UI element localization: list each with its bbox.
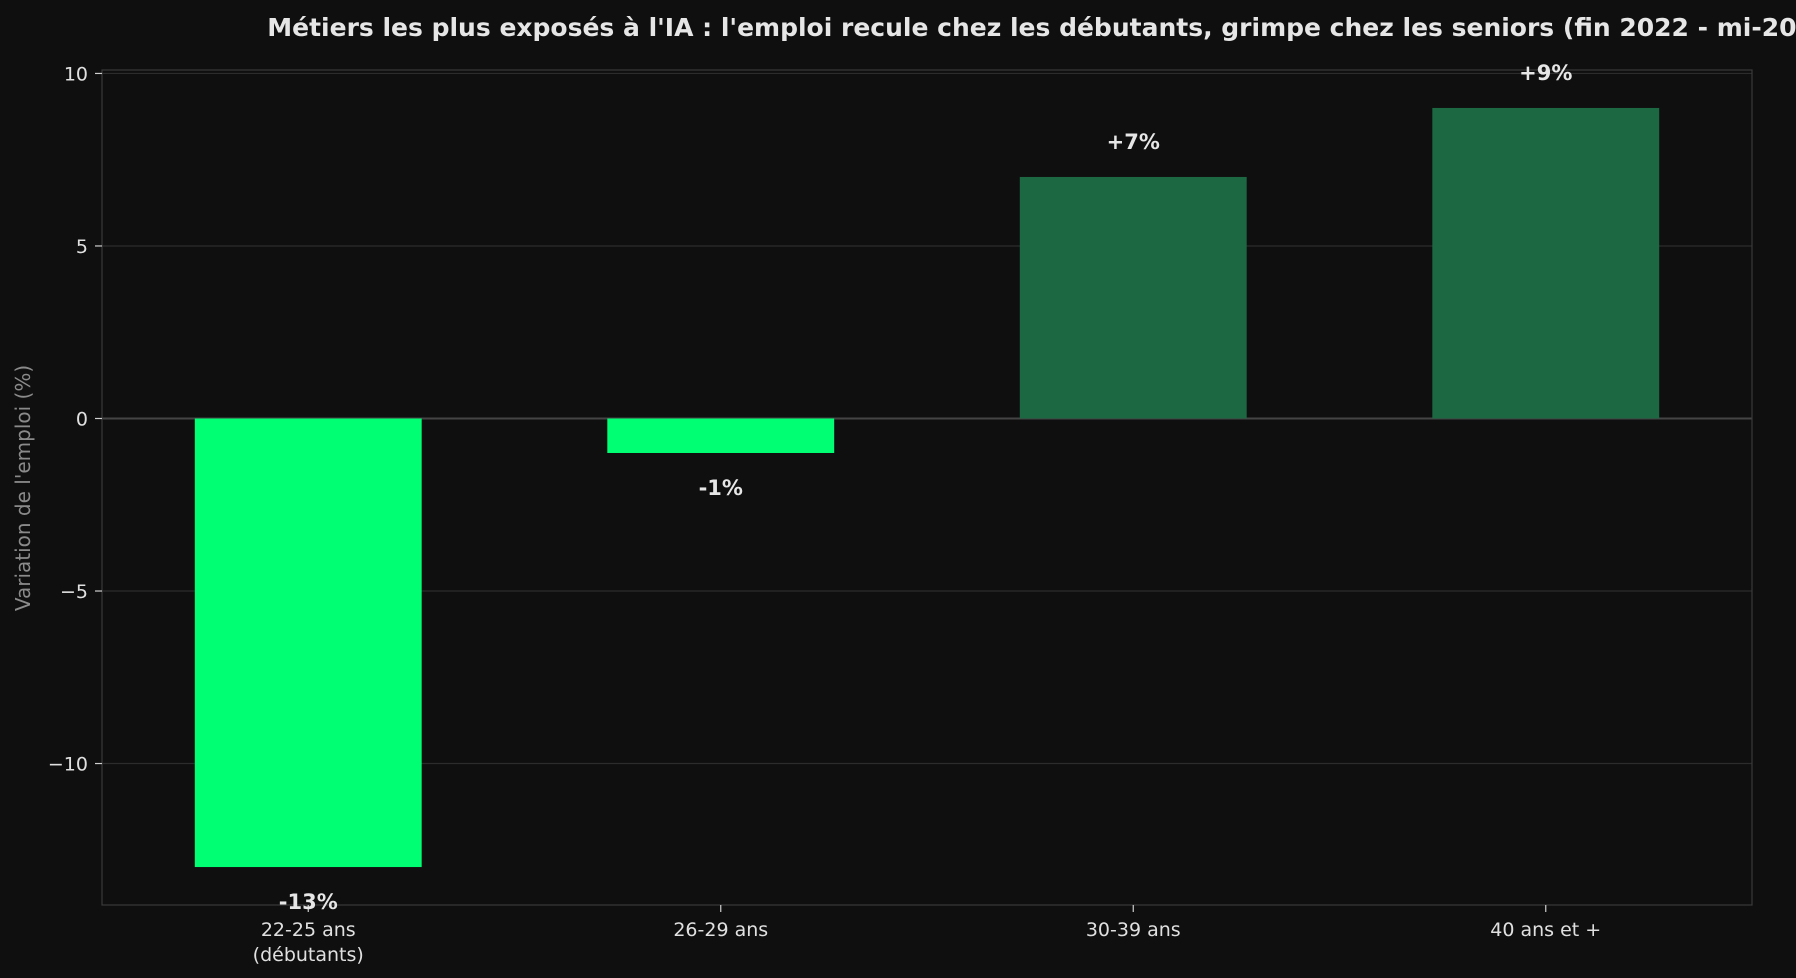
x-tick-label: 26-29 ans	[673, 919, 768, 941]
data-labels: -13% -1% +7% +9%	[279, 61, 1573, 914]
data-label: +7%	[1107, 130, 1160, 154]
chart-title: Métiers les plus exposés à l'IA : l'empl…	[267, 13, 1796, 42]
bar	[1019, 176, 1247, 419]
data-label: +9%	[1519, 61, 1572, 85]
x-tick-label: 22-25 ans (débutants)	[253, 919, 364, 966]
y-tick-label: −5	[60, 581, 88, 603]
y-tick-label: 5	[76, 236, 88, 258]
y-tick-label: 0	[76, 408, 88, 430]
data-label: -1%	[699, 476, 743, 500]
axes: −10 −5 0 5 10 22-25 ans (débutants) 26-29 ans 30…	[48, 63, 1753, 966]
plot-frame	[101, 69, 1753, 906]
bars	[194, 107, 1660, 868]
y-tick-label: −10	[48, 754, 88, 776]
y-tick-label: 10	[64, 63, 88, 85]
y-axis-label: Variation de l'emploi (%)	[11, 365, 35, 611]
x-tick-label: 30-39 ans	[1086, 919, 1181, 941]
bar	[1432, 107, 1660, 419]
bar	[607, 418, 835, 453]
bar	[194, 418, 422, 868]
x-tick-label: 40 ans et +	[1490, 919, 1601, 941]
data-label: -13%	[279, 890, 338, 914]
